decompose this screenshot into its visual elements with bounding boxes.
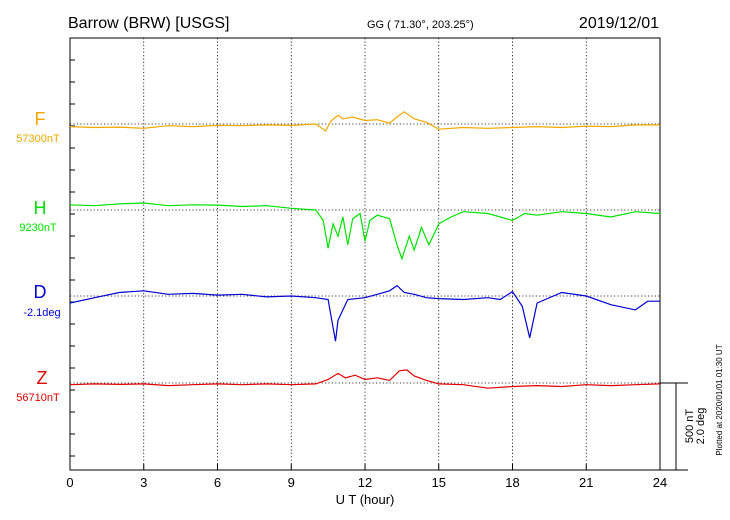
- series-line-h: [69, 202, 661, 261]
- x-tick-label-24: 24: [653, 475, 667, 490]
- series-label-f: F: [35, 109, 46, 129]
- series-group: [69, 111, 661, 389]
- baseline-label-d: -2.1deg: [23, 307, 60, 319]
- scale-bar-nt-label: 500 nT: [684, 409, 696, 444]
- baseline-label-f: 57300nT: [16, 133, 60, 145]
- x-tick-label-9: 9: [288, 475, 295, 490]
- x-axis-title: U T (hour): [336, 492, 395, 507]
- left-tick-marks: [70, 59, 75, 457]
- series-label-h: H: [34, 198, 47, 218]
- date-label: 2019/12/01: [579, 15, 659, 32]
- series-label-d: D: [34, 282, 47, 302]
- plotted-at-note: Plotted at 2020/01/01 01:30 UT: [715, 344, 724, 455]
- x-tick-label-3: 3: [140, 475, 147, 490]
- x-tick-labels: 0 3 6 9 12 15 18 21 24: [66, 464, 667, 490]
- x-tick-label-21: 21: [579, 475, 593, 490]
- series-line-z: [69, 369, 661, 389]
- series-line-d: [69, 284, 660, 342]
- x-tick-label-0: 0: [66, 475, 73, 490]
- x-tick-label-12: 12: [358, 475, 372, 490]
- scale-bar: [660, 382, 688, 471]
- baseline-label-h: 9230nT: [19, 222, 57, 234]
- baseline-label-z: 56710nT: [16, 392, 60, 404]
- x-tick-label-18: 18: [505, 475, 519, 490]
- scale-bar-deg-label: 2.0 deg: [695, 408, 707, 445]
- station-title: Barrow (BRW) [USGS]: [68, 15, 230, 32]
- x-tick-label-15: 15: [432, 475, 446, 490]
- x-tick-label-6: 6: [214, 475, 221, 490]
- series-label-z: Z: [37, 368, 48, 388]
- series-line-f: [69, 111, 660, 132]
- grid-lines: [143, 38, 587, 470]
- coords-label: GG ( 71.30°, 203.25°): [367, 19, 474, 31]
